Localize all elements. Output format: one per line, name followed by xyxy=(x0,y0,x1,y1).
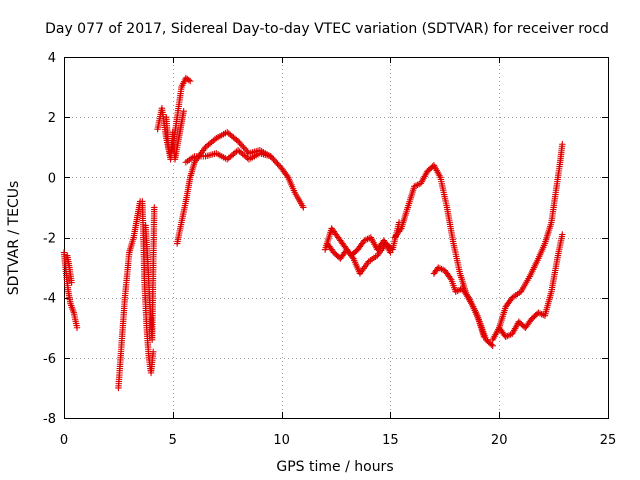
data-point xyxy=(438,265,445,273)
y-tick-label: -6 xyxy=(43,352,56,367)
data-point xyxy=(272,159,280,166)
data-point xyxy=(480,333,488,340)
axis-ticks xyxy=(64,57,609,419)
y-tick-label: 0 xyxy=(48,171,56,186)
series-arc-11 xyxy=(324,219,403,277)
x-axis: 0 5 10 15 20 25 xyxy=(60,433,616,448)
series-arc-2 xyxy=(64,252,75,286)
data-point xyxy=(233,136,240,144)
data-point xyxy=(275,162,283,169)
data-point xyxy=(180,107,187,115)
data-point xyxy=(240,144,247,151)
series-arc-3 xyxy=(115,198,144,392)
x-tick-label: 25 xyxy=(600,433,617,448)
data-point xyxy=(283,172,291,180)
series-arc-12 xyxy=(391,162,496,349)
data-point xyxy=(187,77,194,85)
series-arc-14 xyxy=(489,141,566,343)
x-tick-label: 20 xyxy=(491,433,508,448)
data-point xyxy=(238,142,246,149)
data-point xyxy=(271,157,278,164)
x-tick-label: 15 xyxy=(382,433,399,448)
series-arc-13 xyxy=(430,264,488,340)
series-arc-15 xyxy=(496,231,566,340)
data-point xyxy=(234,138,242,145)
data-series xyxy=(60,74,566,392)
y-tick-label: -2 xyxy=(43,232,56,247)
data-point xyxy=(559,231,566,238)
data-point xyxy=(237,141,244,148)
data-point xyxy=(270,156,277,163)
data-point xyxy=(185,76,192,84)
data-point xyxy=(507,295,515,303)
data-point xyxy=(559,141,566,148)
y-tick-label: 4 xyxy=(48,51,56,66)
data-point xyxy=(241,145,249,152)
data-point xyxy=(489,342,496,349)
data-point xyxy=(73,324,81,331)
series-arc-8 xyxy=(173,129,274,247)
data-point xyxy=(267,153,274,160)
x-tick-label: 10 xyxy=(273,433,290,448)
series-arc-9 xyxy=(182,147,307,211)
data-point xyxy=(349,253,356,261)
y-axis-title: SDTVAR / TECUs xyxy=(6,181,22,296)
data-point xyxy=(274,160,281,167)
data-point xyxy=(243,147,250,154)
x-tick-label: 0 xyxy=(60,433,68,448)
data-point xyxy=(464,292,471,300)
data-point xyxy=(68,279,75,286)
series-arc-7 xyxy=(163,107,187,163)
data-point xyxy=(396,226,404,234)
data-point xyxy=(414,181,421,189)
data-point xyxy=(488,341,495,348)
y-axis: -8 -6 -4 -2 0 2 4 xyxy=(43,51,56,427)
series-arc-5 xyxy=(142,204,158,343)
x-axis-title: GPS time / hours xyxy=(276,459,393,475)
y-tick-label: -8 xyxy=(43,412,56,427)
data-point xyxy=(236,139,243,146)
data-point xyxy=(211,136,218,143)
chart-title: Day 077 of 2017, Sidereal Day-to-day VTE… xyxy=(45,21,609,37)
data-point xyxy=(150,348,157,356)
data-point xyxy=(268,154,276,161)
data-point xyxy=(505,332,513,339)
data-point xyxy=(151,204,158,211)
grid-lines xyxy=(64,57,608,418)
series-arc-1 xyxy=(60,249,81,331)
x-tick-label: 5 xyxy=(169,433,177,448)
y-tick-label: -4 xyxy=(43,292,56,307)
data-point xyxy=(447,274,454,282)
data-point xyxy=(300,204,307,211)
y-tick-label: 2 xyxy=(48,111,56,126)
